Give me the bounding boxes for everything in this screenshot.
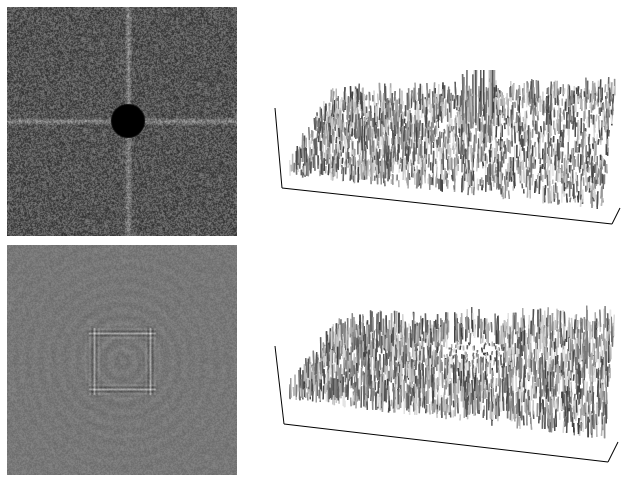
- filtered-image: [7, 245, 237, 475]
- filtered-surface-plot: [270, 300, 630, 470]
- masked-spectrum-canvas: [7, 7, 237, 236]
- filtered-surface-axes: [274, 345, 619, 463]
- spectrum-surface-plot: [270, 70, 630, 230]
- spectrum-surface-mesh: [289, 70, 616, 210]
- spectrum-surface-axes: [274, 107, 621, 225]
- filtered-surface-svg: [274, 305, 619, 463]
- spectrum-surface-svg: [274, 70, 621, 225]
- filtered-image-canvas: [7, 245, 237, 475]
- filtered-surface-mesh: [289, 305, 615, 439]
- masked-spectrum-image: [7, 7, 237, 236]
